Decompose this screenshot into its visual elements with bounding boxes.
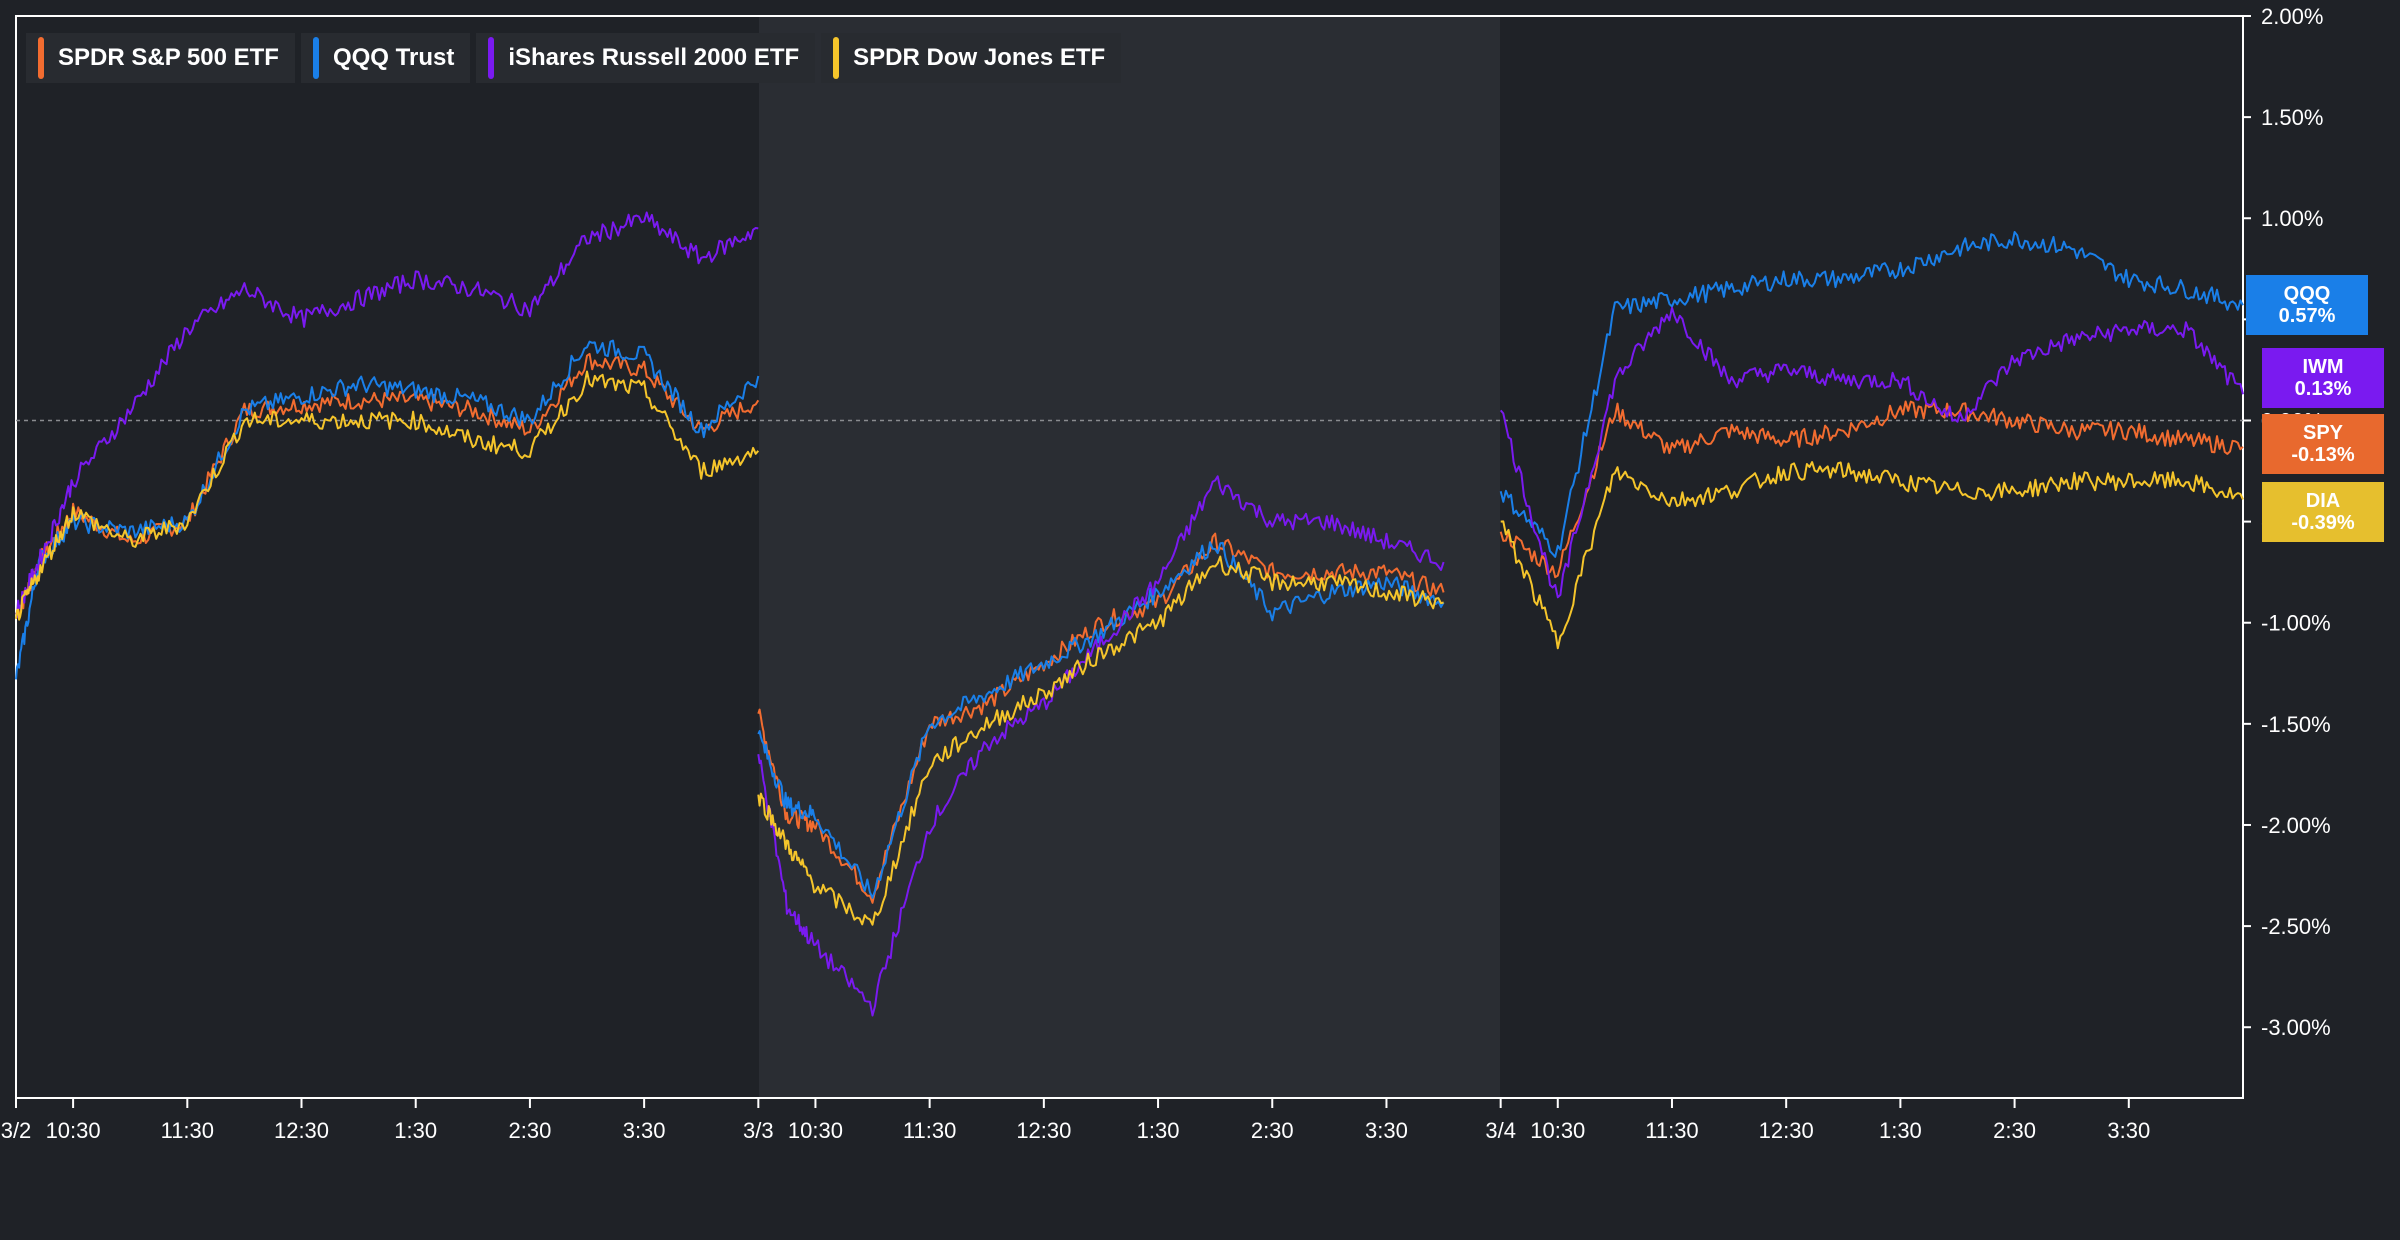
series-line-ishares-russell-2000-etf-session-2 (757, 475, 1445, 1017)
end-label-dia: DIA -0.39% (2262, 482, 2384, 542)
x-tick-label: 10:30 (788, 1118, 843, 1143)
series-line-ishares-russell-2000-etf-session-1 (15, 211, 759, 619)
legend-label: SPDR Dow Jones ETF (853, 44, 1106, 71)
series-line-ishares-russell-2000-etf-session-3 (1499, 306, 2244, 599)
end-label-value: 0.57% (2278, 305, 2336, 327)
end-label-value: -0.39% (2291, 512, 2355, 534)
x-tick-label: 3:30 (2107, 1118, 2150, 1143)
x-tick-label: 3/3 (743, 1118, 774, 1143)
x-tick-label: 3/2 (1, 1118, 32, 1143)
legend-label: SPDR S&P 500 ETF (58, 44, 279, 71)
legend: SPDR S&P 500 ETF QQQ Trust iShares Russe… (26, 33, 1122, 83)
y-tick-label: -3.00% (2261, 1015, 2331, 1040)
legend-swatch-iwm (488, 37, 495, 79)
series-line-spdr-s-p-500-etf-session-3 (1499, 400, 2244, 579)
end-label-ticker: DIA (2305, 490, 2341, 512)
end-label-iwm: IWM 0.13% (2262, 348, 2384, 408)
end-label-value: -0.13% (2291, 444, 2355, 466)
y-tick-label: -1.00% (2261, 611, 2331, 636)
end-label-ticker: IWM (2302, 356, 2344, 378)
legend-item-iwm[interactable]: iShares Russell 2000 ETF (476, 33, 816, 83)
x-tick-label: 12:30 (1016, 1118, 1071, 1143)
series-line-qqq-trust-session-3 (1499, 231, 2244, 558)
x-tick-label: 1:30 (1137, 1118, 1180, 1143)
end-label-ticker: QQQ (2283, 283, 2331, 305)
x-tick-label: 11:30 (1645, 1118, 1698, 1143)
series-line-spdr-s-p-500-etf-session-2 (757, 532, 1445, 904)
legend-swatch-spy (38, 37, 44, 79)
end-label-spy: SPY -0.13% (2262, 414, 2384, 474)
x-tick-label: 1:30 (394, 1118, 437, 1143)
series-line-spdr-dow-jones-etf-session-2 (757, 555, 1444, 926)
legend-item-dia[interactable]: SPDR Dow Jones ETF (821, 33, 1122, 83)
session-3-3-shade (759, 16, 1500, 1098)
series-line-spdr-dow-jones-etf-session-3 (1500, 461, 2244, 650)
x-tick-label: 1:30 (1879, 1118, 1922, 1143)
legend-item-qqq[interactable]: QQQ Trust (300, 33, 471, 83)
legend-label: iShares Russell 2000 ETF (508, 44, 800, 71)
x-tick-label: 2:30 (1251, 1118, 1294, 1143)
x-tick-label: 10:30 (1530, 1118, 1585, 1143)
x-tick-label: 3:30 (623, 1118, 666, 1143)
x-tick-label: 3/4 (1485, 1118, 1516, 1143)
y-tick-label: 2.00% (2261, 4, 2323, 29)
legend-item-spy[interactable]: SPDR S&P 500 ETF (26, 33, 295, 83)
legend-label: QQQ Trust (332, 44, 455, 71)
y-tick-label: -1.50% (2261, 712, 2331, 737)
series-line-qqq-trust-session-2 (757, 541, 1445, 899)
y-tick-label: 1.50% (2261, 105, 2323, 130)
series-line-qqq-trust-session-1 (15, 339, 760, 680)
x-tick-label: 2:30 (1993, 1118, 2036, 1143)
y-tick-label: -2.00% (2261, 813, 2331, 838)
end-label-value: 0.13% (2294, 378, 2352, 400)
series-line-spdr-dow-jones-etf-session-1 (15, 370, 760, 621)
x-tick-label: 12:30 (274, 1118, 329, 1143)
x-tick-label: 2:30 (509, 1118, 552, 1143)
end-label-qqq: QQQ 0.57% (2246, 275, 2368, 335)
y-tick-label: -2.50% (2261, 914, 2331, 939)
x-tick-label: 11:30 (161, 1118, 214, 1143)
x-tick-label: 10:30 (46, 1118, 101, 1143)
legend-swatch-dia (833, 37, 840, 79)
x-tick-label: 3:30 (1365, 1118, 1408, 1143)
plot-border (15, 15, 2244, 1099)
end-label-ticker: SPY (2302, 422, 2344, 444)
x-tick-label: 11:30 (903, 1118, 956, 1143)
y-tick-label: 1.00% (2261, 206, 2323, 231)
x-tick-label: 12:30 (1759, 1118, 1814, 1143)
legend-swatch-qqq (312, 37, 319, 79)
